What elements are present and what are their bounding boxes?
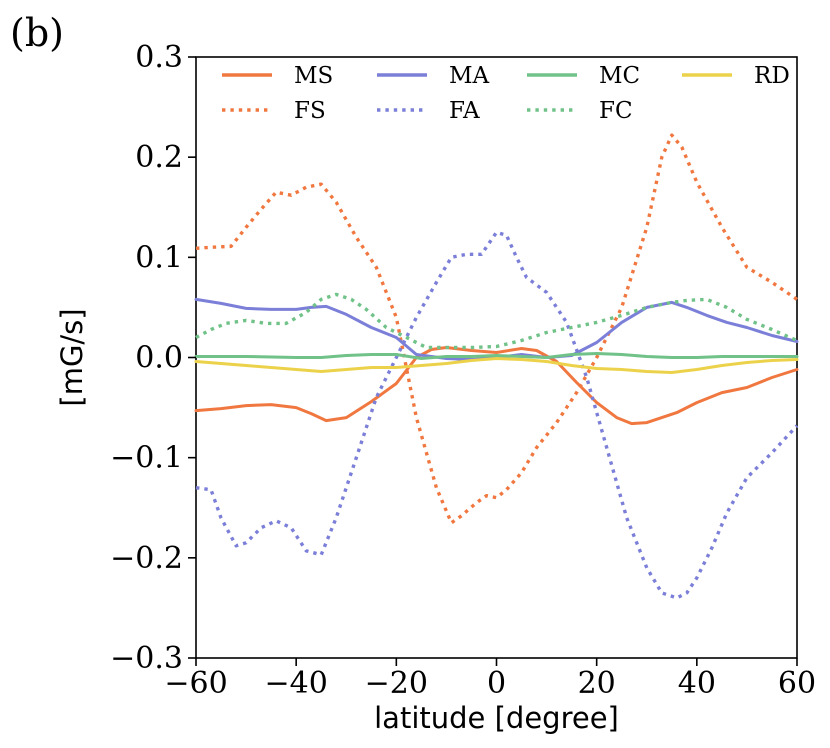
y-tick-label: −0.2 xyxy=(110,541,183,576)
legend-label-rd: RD xyxy=(754,63,790,89)
x-tick-label: −40 xyxy=(265,666,328,701)
legend-label-fs: FS xyxy=(294,98,326,124)
legend-label-fc: FC xyxy=(599,98,633,124)
y-tick-label: 0.2 xyxy=(135,140,183,175)
legend-label-fa: FA xyxy=(449,98,480,124)
y-tick-label: 0.0 xyxy=(135,341,183,376)
series-line-fa xyxy=(195,230,799,600)
series-line-fc xyxy=(195,292,798,350)
ticks-layer: −60 −40 −20 0 20 40 60 −0.3 −0.2 −0.1 0.0 0.1 0.2 0.3 xyxy=(110,40,816,701)
y-tick-label: 0.3 xyxy=(135,40,183,75)
series-line-mc xyxy=(194,352,799,360)
legend-label-ms: MS xyxy=(294,63,333,89)
x-axis-label: latitude [degree] xyxy=(374,701,619,735)
y-tick-label: −0.1 xyxy=(110,441,183,476)
y-tick-label: 0.1 xyxy=(135,240,183,275)
series-layer xyxy=(194,133,799,600)
legend: MS FS MA FA MC FC RD xyxy=(222,63,790,124)
series-line-fs xyxy=(195,133,798,525)
x-tick-label: 0 xyxy=(487,666,506,701)
x-tick-label: −60 xyxy=(164,666,227,701)
x-tick-label: 40 xyxy=(678,666,716,701)
x-tick-label: 20 xyxy=(578,666,616,701)
panel-label: (b) xyxy=(10,11,64,55)
y-tick-label: −0.3 xyxy=(110,641,183,676)
x-tick-label: −20 xyxy=(365,666,428,701)
legend-label-ma: MA xyxy=(449,63,490,89)
series-line-ms xyxy=(194,346,799,426)
series-line-ma xyxy=(194,297,799,361)
legend-label-mc: MC xyxy=(599,63,640,89)
series-line-rd xyxy=(194,357,799,374)
x-tick-label: 60 xyxy=(778,666,816,701)
y-axis-label: [mG/s] xyxy=(55,308,89,406)
